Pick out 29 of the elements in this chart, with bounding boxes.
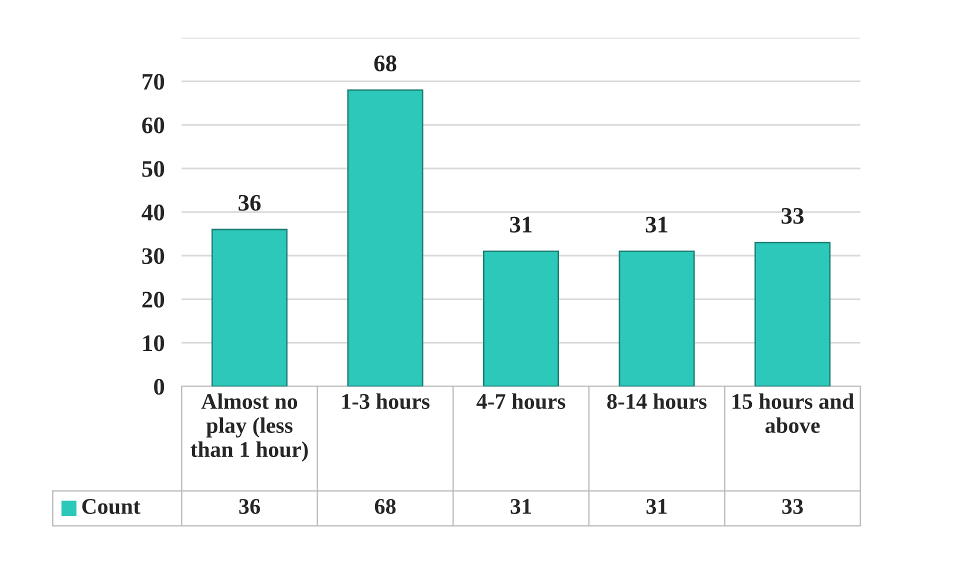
annotation: 33: [782, 208, 804, 224]
x-tick-label: 8-14 hours: [607, 393, 707, 410]
data-label: 68: [374, 498, 396, 514]
y-tick-label: 40: [142, 204, 164, 220]
annotation: 68: [374, 55, 396, 72]
y-tick-label: 10: [143, 335, 164, 352]
legend-label: Count: [82, 499, 140, 514]
annotation: 31: [646, 216, 668, 233]
bar: [618, 250, 695, 386]
bar: [482, 250, 560, 386]
bar: [347, 89, 424, 386]
y-tick-label: 70: [142, 74, 164, 90]
bar: [211, 228, 288, 386]
y-tick-label: 50: [142, 160, 164, 177]
data-label: 33: [782, 499, 803, 514]
annotation: 36: [238, 194, 261, 211]
data-label: 31: [646, 499, 667, 514]
y-tick-label: 0: [154, 378, 164, 395]
data-label: 31: [510, 499, 531, 514]
annotation: 31: [510, 216, 532, 233]
y-tick-label: 20: [142, 292, 164, 308]
bar: [754, 242, 831, 386]
x-tick-label: 15 hours and above: [732, 393, 854, 433]
x-tick-label: 4-7 hours: [476, 393, 566, 410]
y-tick-label: 60: [142, 117, 164, 134]
x-tick-label: 1-3 hours: [342, 393, 430, 410]
data-label: 36: [239, 499, 260, 514]
x-tick-label: Almost no play (less than 1 hour): [190, 393, 308, 462]
y-tick-label: 30: [142, 248, 164, 264]
